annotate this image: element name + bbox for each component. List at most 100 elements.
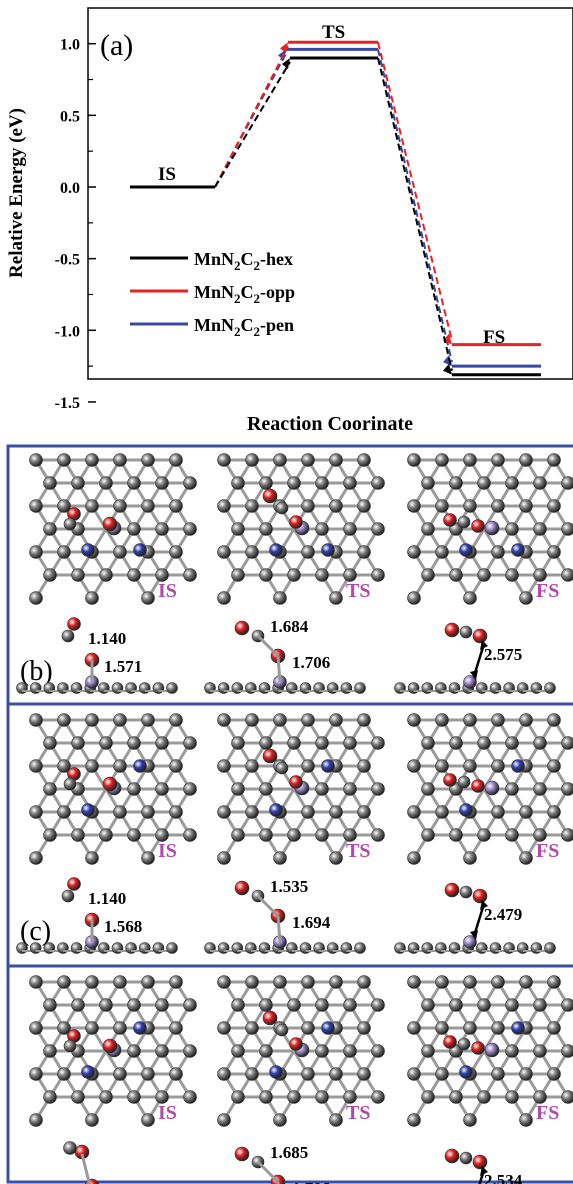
carbon-atom	[343, 736, 357, 750]
series-MnN2C2-opp	[130, 40, 541, 347]
carbon-atom	[43, 1090, 57, 1104]
carbon-atom	[183, 1090, 197, 1104]
path-ts-fs-MnN2C2-hex	[377, 57, 453, 371]
carbon-atom	[421, 1090, 435, 1104]
y-tick-label-3: -0.5	[55, 252, 80, 269]
carbon-atom	[315, 522, 329, 536]
carbon-atom	[127, 828, 141, 842]
carbon-atom	[533, 522, 547, 536]
legend-label-MnN2C2-opp: MnN2C2-opp	[194, 282, 295, 306]
carbon-atom	[371, 998, 385, 1012]
y-tick-label-1: 0.5	[60, 108, 80, 125]
carbon-atom	[183, 782, 197, 796]
carbon-atom	[301, 1067, 315, 1081]
carbon-atom	[169, 545, 183, 559]
carbon-atom	[259, 1044, 273, 1058]
carbon-atom	[127, 736, 141, 750]
carbon-atom	[329, 499, 343, 513]
carbon-atom	[245, 1067, 259, 1081]
carbon-atom	[217, 851, 231, 865]
carbon-atom	[421, 782, 435, 796]
carbon-atom	[287, 1090, 301, 1104]
state-label-fs: FS	[483, 327, 505, 348]
series-MnN2C2-pen	[130, 47, 541, 368]
carbon-atom	[371, 522, 385, 536]
carbon-atom	[463, 713, 477, 727]
carbon-atom	[217, 1067, 231, 1081]
carbon-atom	[435, 1067, 449, 1081]
state-label-ts: TS	[346, 1102, 370, 1124]
carbon-atom	[183, 998, 197, 1012]
carbon-atom	[547, 545, 561, 559]
carbon-atom	[561, 782, 573, 796]
state-label-ts: TS	[322, 22, 345, 43]
carbon-atom	[141, 851, 155, 865]
carbon-atom	[155, 568, 169, 582]
carbon-atom	[287, 828, 301, 842]
carbon-atom	[343, 1090, 357, 1104]
side-bond	[80, 1153, 92, 1184]
carbon-atom	[435, 1021, 449, 1035]
co2-oxygen-atom	[472, 1154, 488, 1170]
carbon-atom	[301, 759, 315, 773]
carbon-atom	[141, 1113, 155, 1127]
oxygen-atom	[102, 516, 118, 532]
carbon-atom	[183, 568, 197, 582]
energy-profile-chart: (a) 1.0 0.5 0.0 -0.5 -1.0 -1.5 Relative Energ…	[6, 7, 573, 435]
carbon-atom	[491, 545, 505, 559]
carbon-atom	[357, 1067, 371, 1081]
carbon-atom	[231, 1090, 245, 1104]
carbon-atom	[463, 1021, 477, 1035]
carbon-atom	[421, 736, 435, 750]
carbon-atom	[217, 759, 231, 773]
carbon-atom	[491, 1067, 505, 1081]
carbon-atom	[85, 975, 99, 989]
carbon-atom	[315, 1090, 329, 1104]
carbon-atom	[463, 499, 477, 513]
carbon-atom	[329, 851, 343, 865]
oxygen-atom	[289, 515, 303, 529]
carbon-atom	[449, 736, 463, 750]
carbon-atom	[315, 736, 329, 750]
carbon-atom	[71, 568, 85, 582]
carbon-atom	[113, 805, 127, 819]
carbon-atom	[57, 759, 71, 773]
carbon-atom	[519, 1113, 533, 1127]
carbon-atom	[533, 736, 547, 750]
carbon-atom	[183, 828, 197, 842]
carbon-atom	[231, 522, 245, 536]
carbon-atom	[357, 545, 371, 559]
carbon-atom	[71, 476, 85, 490]
co-oxygen-atom	[234, 880, 250, 896]
carbon-atom	[491, 713, 505, 727]
carbon-atom	[491, 1021, 505, 1035]
carbon-atom	[371, 1090, 385, 1104]
carbon-atom	[547, 713, 561, 727]
carbon-atom	[273, 453, 287, 467]
carbon-atom	[113, 453, 127, 467]
nitrogen-atom	[81, 543, 95, 557]
carbon-atom	[407, 1021, 421, 1035]
co-oxygen-atom	[234, 620, 250, 636]
carbon-atom	[231, 476, 245, 490]
co2-oxygen-atom	[444, 1148, 460, 1164]
path-is-ts-MnN2C2-hex	[214, 61, 291, 188]
carbon-atom	[301, 1021, 315, 1035]
carbon-atom	[547, 975, 561, 989]
carbon-atom	[245, 975, 259, 989]
carbon-atom	[519, 453, 533, 467]
carbon-atom	[57, 453, 71, 467]
co-oxygen-atom	[234, 1146, 250, 1162]
nitrogen-atom	[321, 1021, 335, 1035]
carbon-atom	[301, 713, 315, 727]
carbon-atom	[287, 568, 301, 582]
carbon-atom	[71, 736, 85, 750]
side-manganese-atom	[463, 675, 477, 689]
carbon-atom	[127, 522, 141, 536]
carbon-atom	[407, 805, 421, 819]
carbon-atom	[449, 998, 463, 1012]
carbon-atom	[357, 975, 371, 989]
carbon-atom	[29, 1067, 43, 1081]
carbon-atom	[561, 522, 573, 536]
carbon-atom	[155, 998, 169, 1012]
